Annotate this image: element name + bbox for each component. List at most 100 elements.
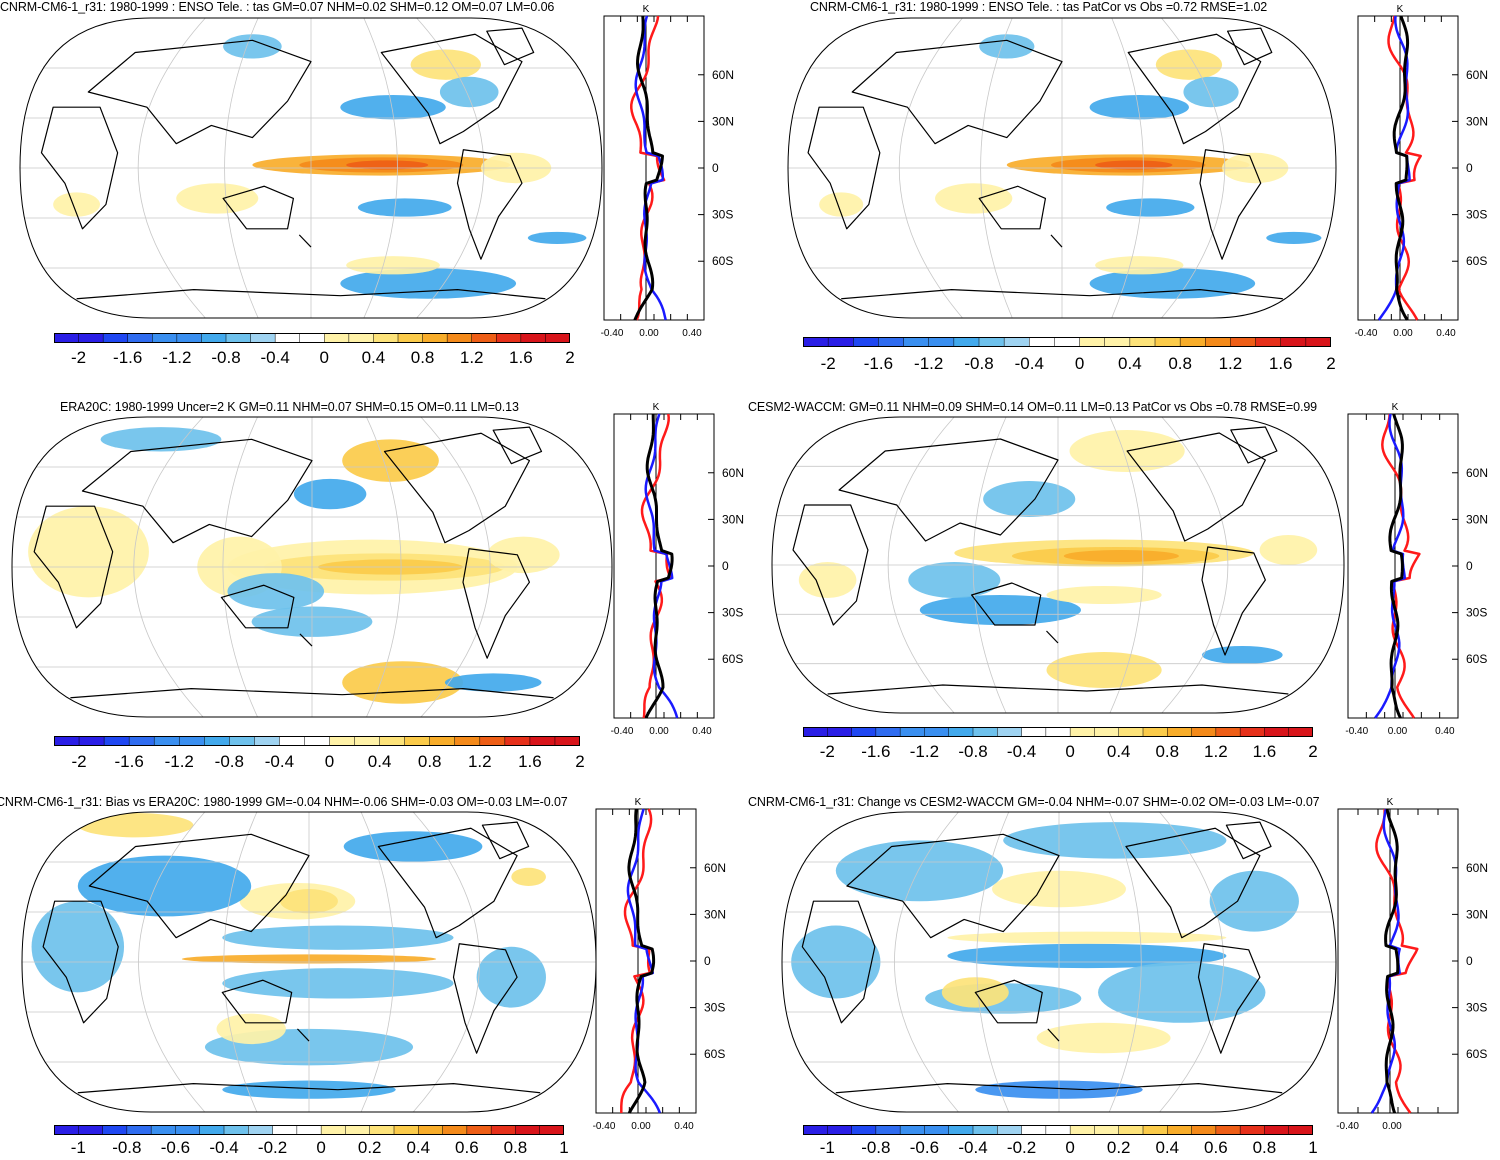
coastline — [76, 289, 546, 300]
zonal-series-line — [626, 808, 662, 1114]
coastline — [299, 633, 313, 647]
colorbar-bin — [418, 1125, 444, 1135]
anomaly-contour — [216, 1013, 286, 1045]
coastline — [462, 548, 531, 659]
colorbar-bin — [102, 1125, 128, 1135]
colorbar-bin — [248, 1125, 274, 1135]
colorbar-bin — [1255, 337, 1282, 347]
colorbar-bin — [924, 1125, 950, 1135]
map-field — [12, 417, 612, 717]
colorbar-bin — [471, 333, 498, 343]
colorbar-bin — [479, 736, 506, 746]
lat-label: 60N — [1466, 466, 1488, 480]
colorbar-frame — [54, 333, 570, 343]
colorbar-tick-label: -2 — [819, 742, 835, 761]
colorbar-bin — [924, 727, 950, 737]
anomaly-contour — [53, 192, 101, 217]
colorbar-bin — [545, 333, 570, 343]
colorbar-labels: -2 -1.6 -1.2 -0.8 -0.4 0 0.4 0.8 1.2 1.6 2 — [54, 348, 575, 370]
colorbar-tick-label: 0.6 — [1204, 1138, 1228, 1157]
colorbar-bin — [1305, 337, 1331, 347]
colorbar-bin — [853, 337, 880, 347]
panel-title: ERA20C: 1980-1999 Uncer=2 K GM=0.11 NHM=… — [60, 400, 519, 414]
lat-label: 30S — [1466, 1001, 1487, 1015]
map-field — [20, 18, 602, 318]
colorbar-bin — [803, 337, 829, 347]
colorbar-bin — [199, 1125, 225, 1135]
colorbar-bin — [1239, 727, 1266, 737]
colorbar-bin — [1094, 727, 1120, 737]
lat-label: 60S — [712, 254, 733, 268]
coastline — [222, 185, 295, 230]
x-tick-label: 0.00 — [1382, 1121, 1402, 1132]
coastline — [801, 900, 876, 1024]
unit-label: K — [643, 4, 650, 15]
colorbar-bin — [128, 736, 155, 746]
colorbar-bin — [466, 1125, 492, 1135]
colorbar-bin — [875, 1125, 901, 1135]
colorbar-bin — [1054, 337, 1081, 347]
colorbar-bin — [373, 333, 399, 343]
anomaly-contour — [28, 506, 149, 598]
lat-label: 0 — [712, 161, 719, 175]
coastline — [1225, 821, 1272, 860]
colorbar-bin — [851, 727, 877, 737]
colorbar-bin — [201, 333, 227, 343]
colorbar-bin — [504, 736, 531, 746]
colorbar-tick-label: -0.4 — [264, 752, 295, 771]
coastline — [827, 684, 1289, 695]
coastline — [978, 185, 1047, 230]
unit-label: K — [1397, 4, 1404, 15]
coastline — [456, 149, 523, 260]
lat-label: 30S — [1466, 606, 1487, 620]
lat-label: 60N — [704, 861, 726, 875]
zonal-mean-plot: K 60N 30N 0 30S 60S -0.40 0.00 0.40 — [611, 402, 744, 737]
x-tick-label: 0.00 — [631, 1121, 651, 1132]
anomaly-contour — [1183, 76, 1239, 108]
colorbar-bin — [875, 727, 901, 737]
colorbar-tick-label: -2 — [71, 348, 87, 367]
colorbar-bin — [803, 1125, 829, 1135]
anomaly-contour — [410, 49, 481, 80]
coastline — [1126, 432, 1266, 542]
colorbar-bin — [175, 1125, 201, 1135]
anomaly-contour — [444, 673, 542, 692]
colorbar-tick-label: -0.8 — [861, 1138, 891, 1157]
lat-label: 60S — [1466, 1047, 1487, 1061]
colorbar-bin — [1264, 727, 1290, 737]
longitude-gridline — [976, 812, 1010, 1112]
colorbar-tick-label: -0.8 — [211, 348, 241, 367]
coastline — [1197, 943, 1261, 1054]
anomaly-contour — [1046, 586, 1162, 604]
colorbar-bin — [150, 1125, 177, 1135]
colorbar-tick-label: 2 — [1308, 742, 1318, 761]
zonal-series-line — [644, 414, 674, 719]
longitude-gridline — [360, 812, 395, 1112]
zonal-frame — [595, 808, 697, 1114]
coastline — [33, 505, 114, 629]
coastline — [971, 582, 1042, 626]
colorbar-tick-label: -0.2 — [257, 1138, 288, 1157]
coastline — [81, 438, 313, 544]
colorbar-frame — [803, 337, 1331, 347]
colorbar-tick-label: -0.2 — [1006, 1138, 1037, 1157]
colorbar-bin — [1094, 1125, 1120, 1135]
lat-label: 0 — [704, 954, 711, 968]
colorbar-tick-label: 2 — [565, 348, 575, 367]
lat-label: 60N — [722, 466, 744, 480]
colorbar-bin — [54, 736, 80, 746]
zonal-series-line — [1384, 808, 1400, 1114]
colorbar-bin — [279, 736, 306, 746]
colorbar-tick-label: -0.4 — [1006, 742, 1037, 761]
colorbar-labels: -1 -0.8 -0.6 -0.4 -0.2 0 0.2 0.4 0.6 0.8 1 — [803, 1138, 1318, 1160]
colorbar-bin — [442, 1125, 468, 1135]
lat-label: 60S — [722, 652, 743, 666]
colorbar-tick-label: -1.2 — [914, 354, 944, 373]
anomaly-contour — [979, 34, 1035, 59]
colorbar-tick-label: -0.8 — [214, 752, 244, 771]
coastline — [481, 821, 530, 860]
longitude-gridline — [223, 812, 258, 1112]
colorbar-bin — [299, 333, 326, 343]
colorbar-bin — [329, 736, 356, 746]
anomaly-contour — [1106, 198, 1195, 217]
